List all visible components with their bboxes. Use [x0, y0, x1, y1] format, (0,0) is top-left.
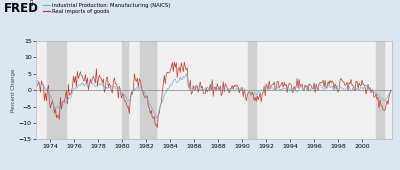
- Bar: [47, 41, 66, 139]
- Bar: [122, 41, 128, 139]
- Bar: [140, 41, 156, 139]
- Bar: [248, 41, 256, 139]
- Bar: [376, 41, 384, 139]
- Text: 📈: 📈: [30, 1, 33, 6]
- Y-axis label: Percent Change: Percent Change: [11, 68, 16, 112]
- Legend: Industrial Production: Manufacturing (NAICS), Real imports of goods: Industrial Production: Manufacturing (NA…: [43, 3, 170, 14]
- Text: FRED: FRED: [4, 2, 39, 15]
